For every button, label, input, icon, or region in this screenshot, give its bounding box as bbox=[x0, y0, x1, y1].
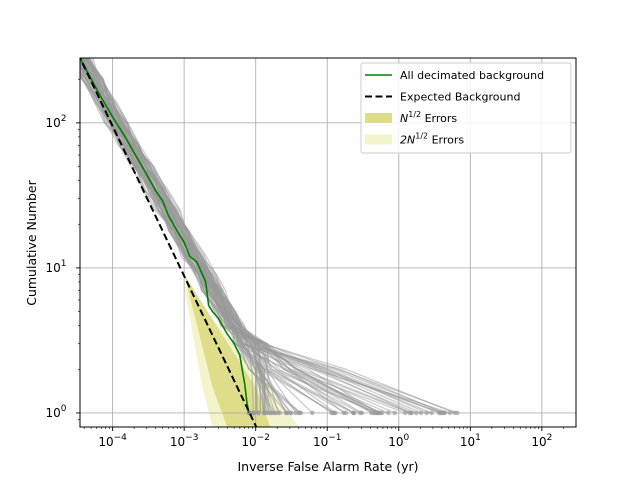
background-trial-endpoint bbox=[310, 410, 315, 416]
all-decimated-background-line bbox=[80, 58, 250, 414]
background-trial-endpoint bbox=[452, 410, 458, 416]
legend-label: 2N1/2 Errors bbox=[400, 132, 464, 147]
band-n-sqrt bbox=[80, 58, 271, 427]
y-tick-label: 100 bbox=[45, 404, 66, 420]
background-trial-endpoint bbox=[392, 410, 398, 416]
background-trial-endpoint bbox=[297, 410, 302, 416]
background-trial-endpoint bbox=[386, 410, 391, 416]
legend-label: Expected Background bbox=[400, 91, 520, 104]
x-tick-label: 10−3 bbox=[170, 433, 199, 449]
background-trial-endpoint bbox=[272, 410, 278, 416]
x-tick-label: 100 bbox=[388, 433, 409, 449]
background-trial-endpoint bbox=[250, 410, 255, 416]
background-trial-endpoint bbox=[341, 410, 347, 416]
x-tick-label: 10−2 bbox=[241, 433, 270, 449]
plot-frame bbox=[79, 57, 577, 428]
x-tick-label: 10−4 bbox=[98, 433, 127, 449]
background-trial-endpoint bbox=[447, 410, 453, 416]
background-trial-endpoint bbox=[287, 410, 293, 416]
series-lines bbox=[80, 58, 258, 427]
legend-label: All decimated background bbox=[400, 69, 544, 82]
background-trial-endpoint bbox=[418, 410, 424, 416]
legend-swatch-patch bbox=[365, 134, 392, 145]
background-trial-endpoint bbox=[255, 410, 261, 416]
background-trial-endpoint bbox=[408, 410, 414, 416]
background-trial-endpoint bbox=[284, 410, 290, 416]
legend-swatch-patch bbox=[365, 113, 392, 123]
background-trial-endpoint bbox=[269, 410, 275, 416]
background-trial-endpoint bbox=[351, 410, 356, 416]
legend: All decimated background Expected Backgro… bbox=[360, 62, 572, 154]
background-trial-endpoint bbox=[429, 410, 434, 416]
background-trial-endpoint bbox=[403, 410, 408, 416]
background-trial-endpoint bbox=[379, 410, 385, 416]
legend-label: N1/2 Errors bbox=[400, 110, 457, 125]
axis-ticks: 10−4 10−3 10−2 10−1 100 101 102 100 101 102 bbox=[45, 78, 564, 449]
expected-background-line bbox=[80, 58, 258, 427]
background-trial-endpoint bbox=[436, 410, 442, 416]
x-tick-label: 101 bbox=[460, 433, 481, 449]
x-axis-label: Inverse False Alarm Rate (yr) bbox=[237, 459, 418, 474]
x-tick-label: 102 bbox=[531, 433, 552, 449]
y-axis-label: Cumulative Number bbox=[24, 179, 39, 305]
background-trial-endpoint bbox=[414, 410, 419, 416]
error-bands bbox=[80, 58, 299, 427]
background-trial-line bbox=[83, 58, 262, 413]
background-trial-line bbox=[80, 72, 412, 414]
background-trial-endpoint bbox=[374, 410, 379, 416]
background-trial-line bbox=[81, 58, 380, 414]
x-tick-label: 10−1 bbox=[313, 433, 342, 449]
y-tick-label: 101 bbox=[45, 259, 66, 275]
legend-box bbox=[360, 62, 572, 154]
background-trial-endpoint bbox=[331, 410, 337, 416]
background-trial-endpoint bbox=[359, 410, 365, 416]
y-tick-label: 102 bbox=[45, 114, 66, 130]
